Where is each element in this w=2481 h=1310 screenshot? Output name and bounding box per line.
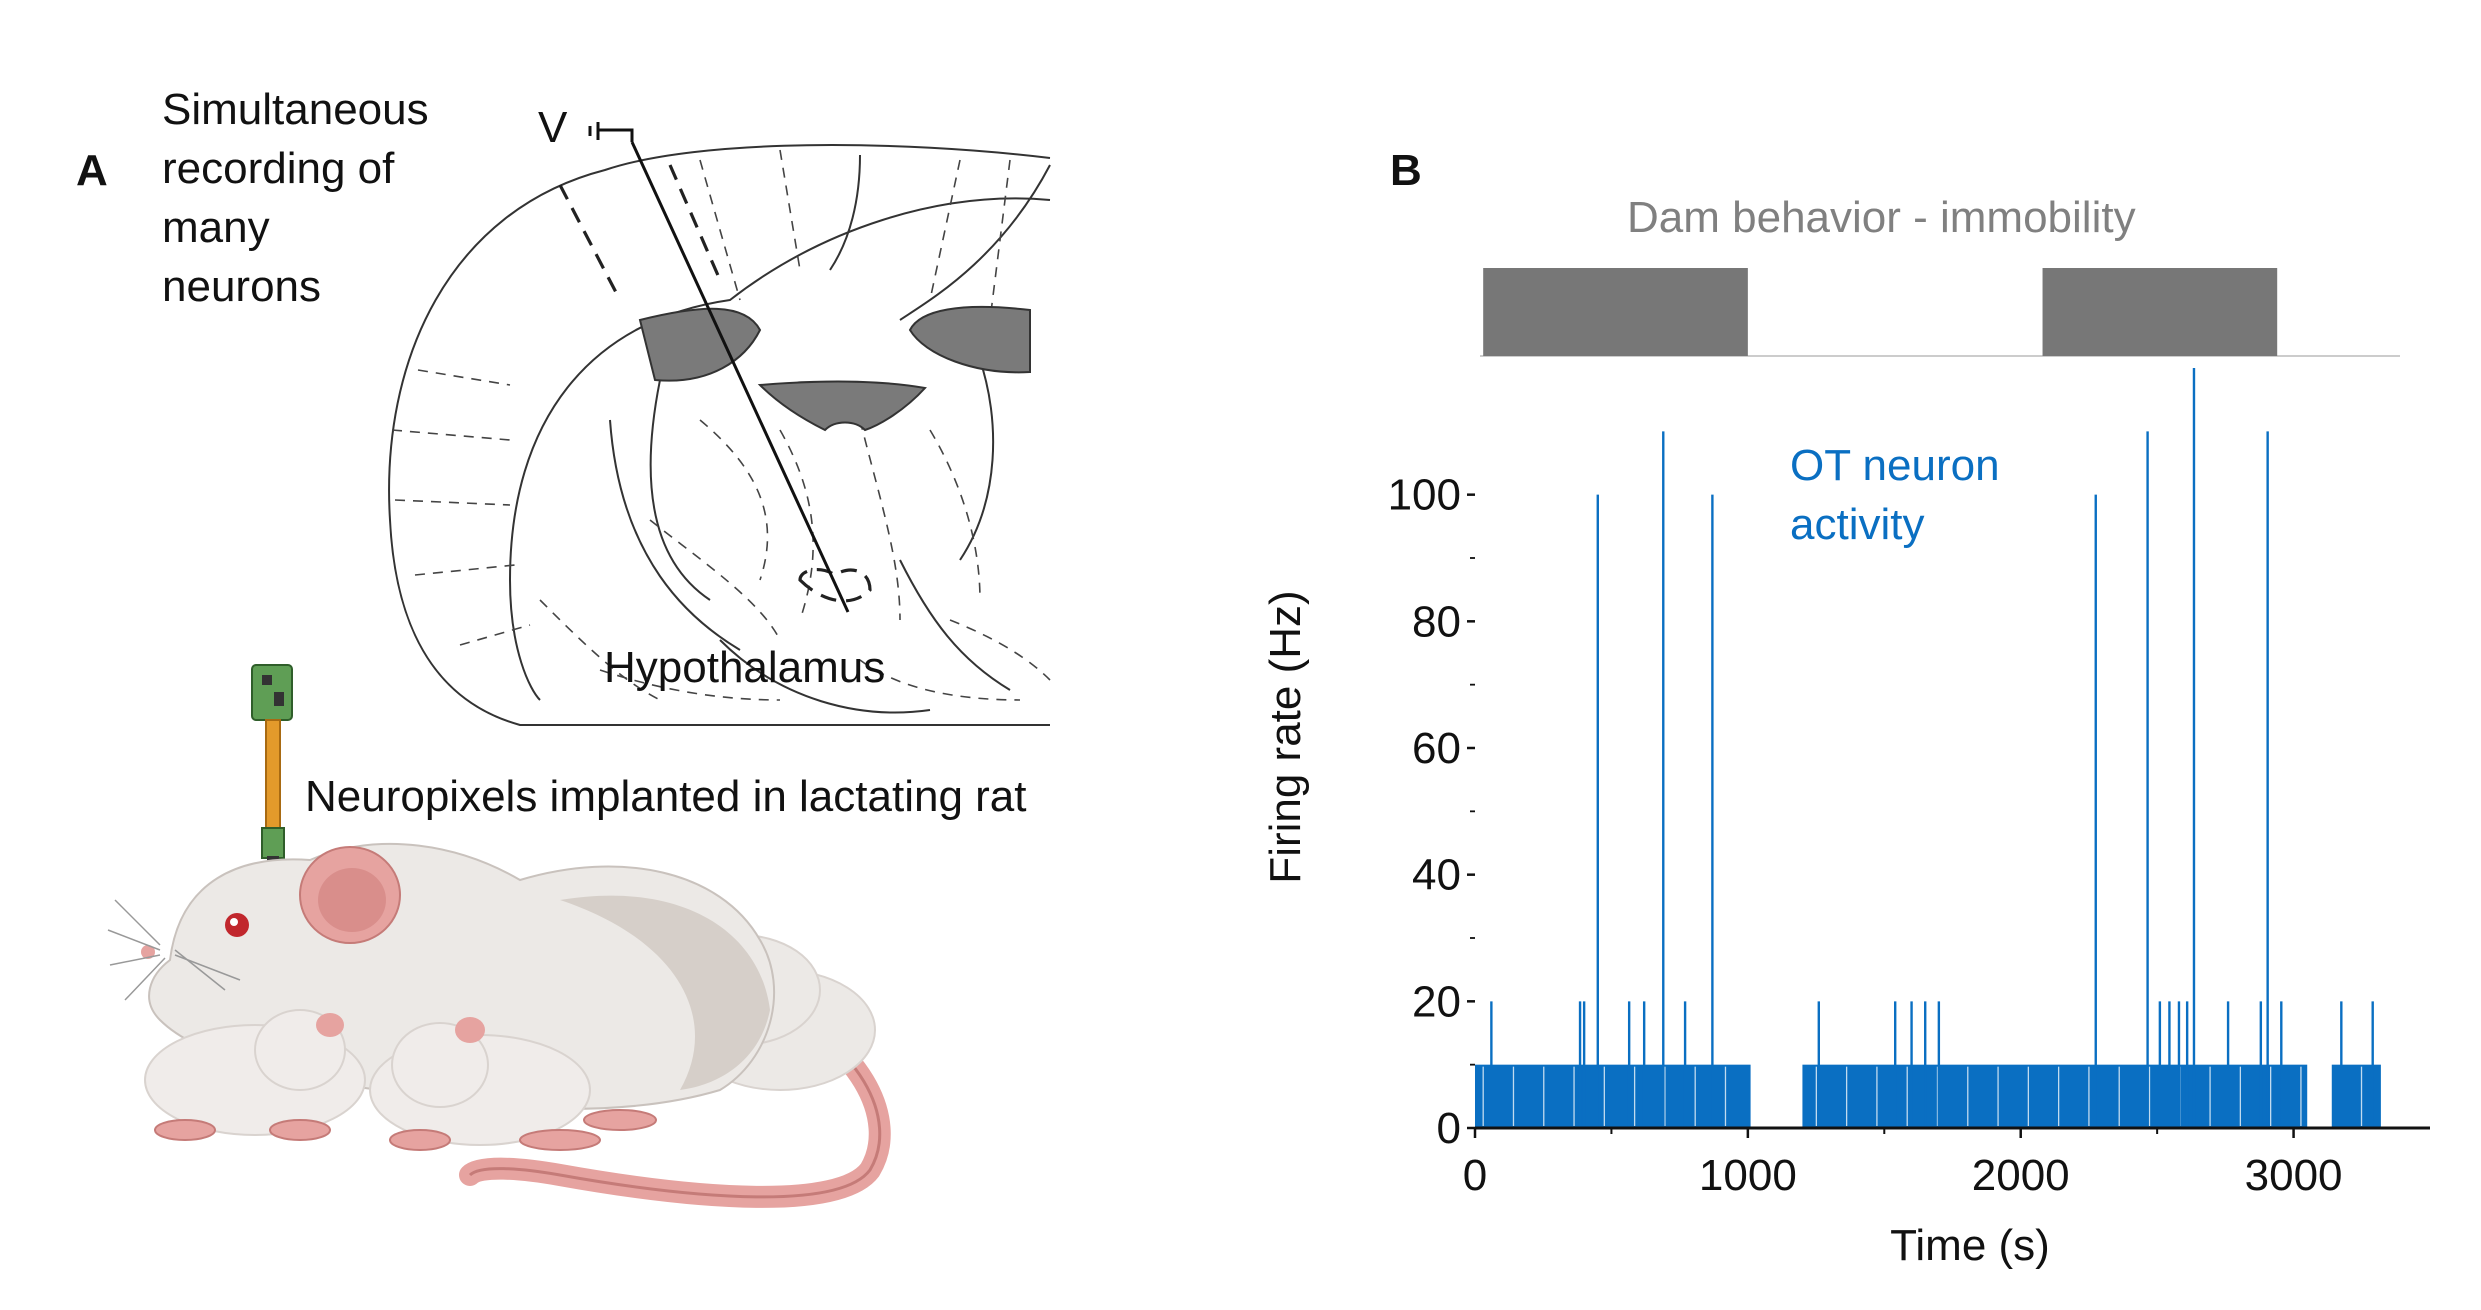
panel-a-label: A xyxy=(76,146,108,195)
ot-neuron-label-line-1: OT neuron xyxy=(1790,441,2000,490)
hypothalamus-label: Hypothalamus xyxy=(604,643,886,692)
axes: 0 1000 2000 3000 0 20 40 60 80 100 xyxy=(1388,471,2430,1200)
y-tick-label-20: 20 xyxy=(1412,977,1461,1026)
baseline-block-1 xyxy=(1802,1064,2308,1128)
ot-neuron-label: OT neuron activity xyxy=(1790,436,2000,554)
x-axis-label: Time (s) xyxy=(1890,1221,2050,1270)
recording-text-line-1: Simultaneous xyxy=(162,85,429,134)
panel-b-label: B xyxy=(1390,146,1422,195)
x-tick-label-3000: 3000 xyxy=(2245,1151,2343,1200)
y-axis-label: Firing rate (Hz) xyxy=(1261,590,1310,883)
x-tick-label-1000: 1000 xyxy=(1699,1151,1797,1200)
recording-text-line-2: recording of xyxy=(162,144,395,193)
y-tick-label-100: 100 xyxy=(1388,471,1461,520)
recording-text-line-3: many xyxy=(162,203,270,252)
baseline-block-0 xyxy=(1475,1064,1751,1128)
x-tick-label-0: 0 xyxy=(1463,1151,1487,1200)
immobility-bar-0 xyxy=(1483,268,1748,356)
x-tick-label-2000: 2000 xyxy=(1972,1151,2070,1200)
immobility-bar-1 xyxy=(2042,268,2278,356)
y-tick-label-60: 60 xyxy=(1412,724,1461,773)
recording-text-line-4: neurons xyxy=(162,262,322,311)
ot-neuron-label-line-2: activity xyxy=(1790,500,1925,549)
y-tick-label-80: 80 xyxy=(1412,597,1461,646)
recording-text: Simultaneous recording of many neurons xyxy=(162,80,429,316)
brain-coronal-section xyxy=(388,122,1051,726)
lactating-rat-illustration xyxy=(107,664,891,1208)
firing-trace xyxy=(1475,368,2381,1128)
implant-label: Neuropixels implanted in lactating rat xyxy=(305,772,1027,821)
electrode-voltage-label: V xyxy=(538,103,568,152)
y-tick-label-0: 0 xyxy=(1437,1104,1461,1153)
y-tick-label-40: 40 xyxy=(1412,851,1461,900)
behavior-bars xyxy=(1483,268,2278,356)
behavior-title: Dam behavior - immobility xyxy=(1627,193,2136,242)
